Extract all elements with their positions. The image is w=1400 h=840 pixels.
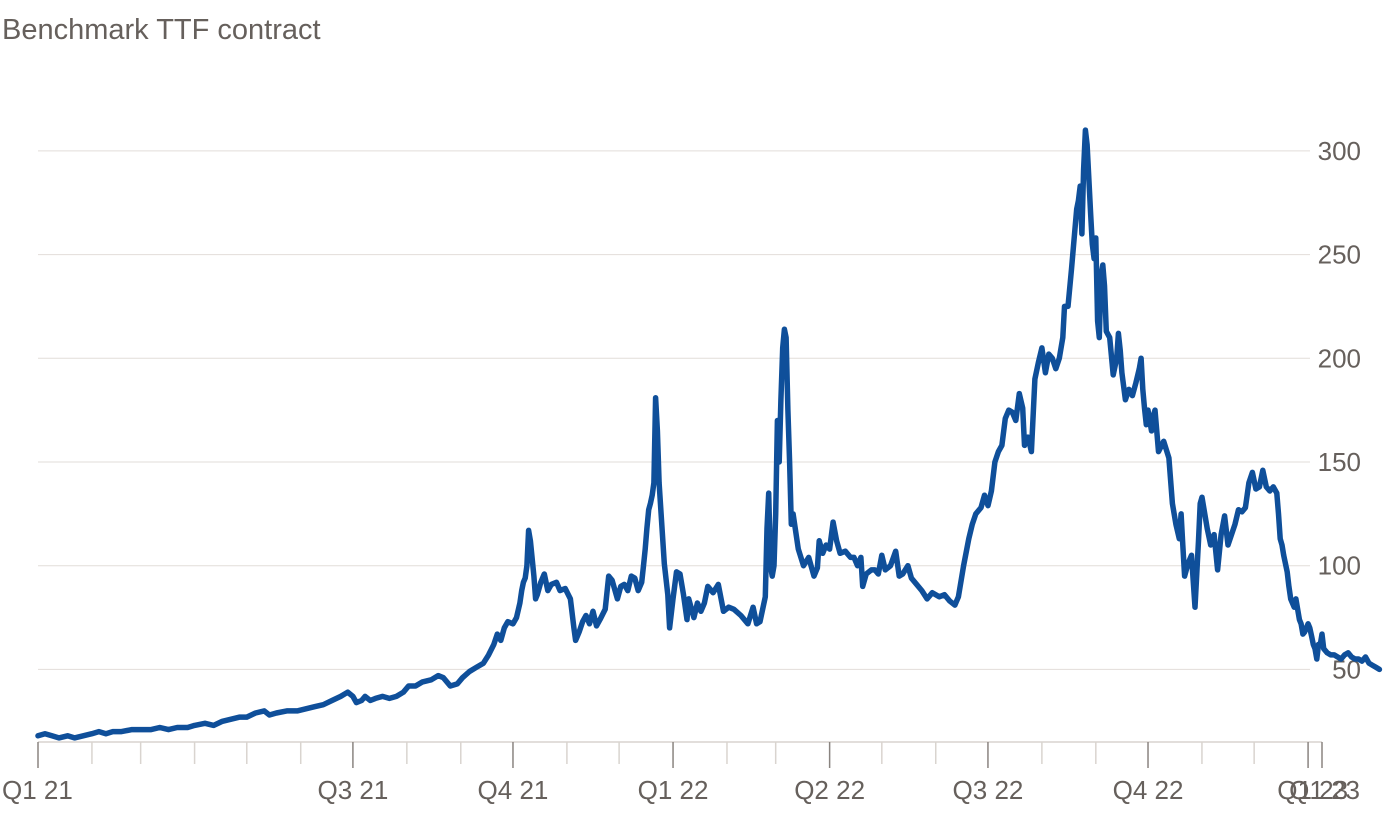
x-tick-label: Q1 22 [638,775,709,805]
y-tick-label: 250 [1318,240,1361,270]
x-tick-label: Q1 23 [1289,775,1360,805]
series-line-0 [35,127,1383,741]
x-tick-label: Q4 22 [1113,775,1184,805]
x-tick-label: Q4 21 [478,775,549,805]
y-tick-label: 150 [1318,447,1361,477]
x-tick-label: Q1 21 [2,775,73,805]
x-axis-labels: Q1 21 Q3 21 Q4 21 Q1 22 Q2 22 Q3 22 Q4 22 Q1 23… [2,775,1360,805]
x-axis [37,741,1323,768]
y-tick-label: 200 [1318,343,1361,373]
y-tick-label: 100 [1318,551,1361,581]
chart-title: Benchmark TTF contract [2,14,321,46]
x-tick-label: Q1 23 [1277,775,1348,805]
x-tick-label: Q2 22 [794,775,865,805]
series-layer [35,127,1383,741]
x-tick-label: Q3 22 [953,775,1024,805]
gridlines [38,150,1310,670]
x-tick-label: Q3 21 [317,775,388,805]
y-tick-label: 300 [1318,136,1361,166]
